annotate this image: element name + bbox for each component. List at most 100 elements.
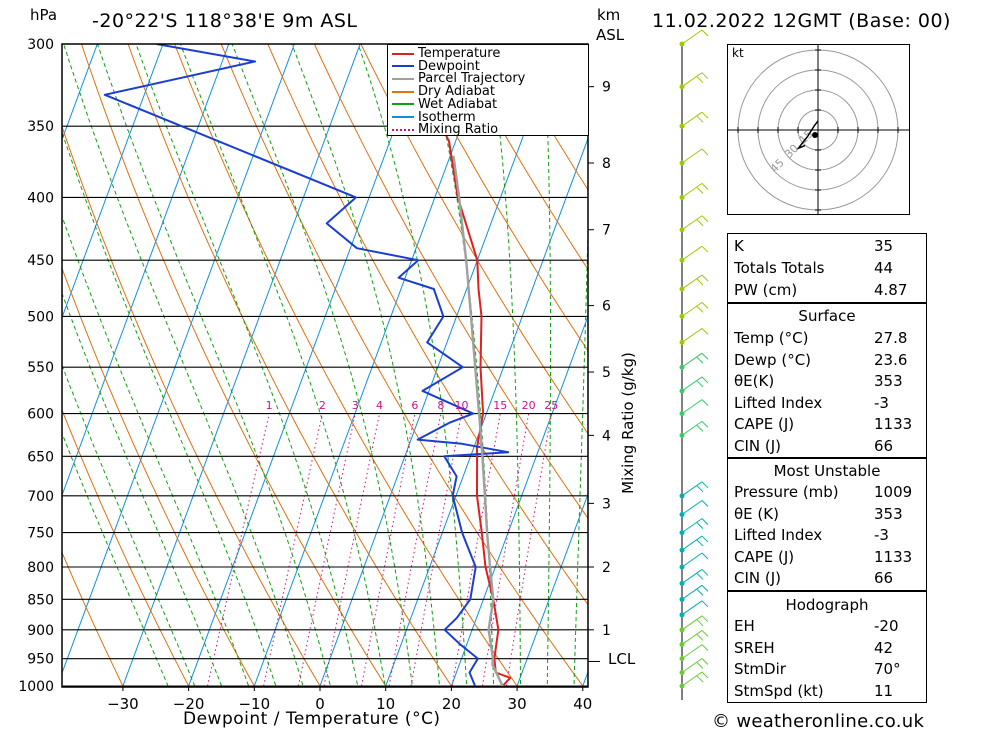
- pressure-tick-label: 800: [27, 560, 54, 576]
- wet-adiabat-line: [62, 432, 169, 687]
- isotherm-line: [516, 492, 588, 687]
- legend-swatch: [392, 65, 414, 68]
- wind-barb: [679, 518, 709, 536]
- wet-adiabat-line: [135, 44, 359, 687]
- mixing-ratio-line: [207, 413, 270, 687]
- wind-barb: [679, 301, 709, 319]
- pressure-tick-label: 900: [27, 623, 54, 639]
- mixing-ratio-line: [481, 413, 530, 687]
- wind-barb: [679, 399, 709, 417]
- row-label: K: [734, 237, 744, 255]
- km-tick-label: 8: [602, 156, 611, 172]
- mixing-ratio-label: 20: [522, 399, 536, 412]
- mixing-ratio-label: 15: [493, 399, 507, 412]
- series-dewpoint: [103, 44, 510, 687]
- table-row: CIN (J) 66: [734, 437, 926, 458]
- legend-label: Temperature: [418, 46, 501, 61]
- table-row: θE (K) 353: [734, 505, 926, 526]
- units-hpa: hPa: [30, 6, 58, 24]
- mixing-ratio-label: 25: [544, 399, 558, 412]
- wind-barb: [679, 420, 709, 438]
- hodograph-ring-label: 45: [768, 156, 787, 175]
- mixing-ratio-label: 8: [437, 399, 444, 412]
- units-asl: ASL: [596, 26, 625, 44]
- wind-barb: [679, 274, 709, 292]
- row-value: 66: [874, 436, 894, 455]
- table-row: Dewp (°C) 23.6: [734, 351, 926, 372]
- row-label: Lifted Index: [734, 526, 823, 544]
- row-label: StmDir: [734, 660, 786, 678]
- legend-swatch: [392, 52, 414, 55]
- mixing-ratio-label: 6: [411, 399, 418, 412]
- dry-adiabat-line: [360, 44, 588, 435]
- row-label: CAPE (J): [734, 415, 795, 433]
- wind-barb: [679, 500, 709, 518]
- row-label: Temp (°C): [734, 329, 809, 347]
- row-label: PW (cm): [734, 281, 798, 299]
- legend-item: Dewpoint: [392, 60, 480, 73]
- km-tick-label: 1: [602, 623, 611, 639]
- series-temperature: [411, 44, 512, 687]
- temp-tick-label: 0: [315, 695, 325, 713]
- isotherm-line: [62, 44, 164, 319]
- mixing-ratio-line: [297, 413, 356, 687]
- row-label: StmSpd (kt): [734, 681, 824, 700]
- table-row: CIN (J) 66: [734, 569, 926, 590]
- row-value: 11: [874, 681, 894, 700]
- wind-barb: [679, 630, 709, 647]
- mixing-ratio-label: 4: [376, 399, 383, 412]
- km-tick-label: 9: [602, 80, 611, 96]
- km-tick-label: 5: [602, 365, 611, 381]
- isotherm-line: [62, 44, 98, 142]
- footer-credit[interactable]: © weatheronline.co.uk: [712, 711, 925, 732]
- hodograph-unit: kt: [732, 46, 744, 60]
- mixing-ratio-line: [505, 413, 552, 687]
- legend-swatch: [392, 77, 414, 80]
- wind-barb: [679, 215, 709, 233]
- wind-barb: [679, 245, 709, 263]
- x-axis-label: Dewpoint / Temperature (°C): [183, 709, 441, 729]
- mixing-ratio-line: [410, 413, 462, 687]
- hodograph-table-title: Hodograph: [785, 596, 869, 614]
- pressure-tick-label: 1000: [18, 679, 54, 695]
- mixing-ratio-line: [263, 413, 323, 687]
- row-label: CAPE (J): [734, 547, 795, 566]
- wind-barb: [679, 615, 709, 633]
- wind-barb: [679, 600, 709, 618]
- row-label: CIN (J): [734, 436, 782, 455]
- km-tick-label: 6: [602, 299, 611, 315]
- wind-barb: [679, 29, 709, 47]
- mixing-ratio-label: 1: [266, 399, 273, 412]
- legend: Temperature Dewpoint Parcel Trajectory Dry …: [387, 44, 589, 136]
- temp-tick-label: −10: [238, 695, 270, 713]
- mixing-ratio-label: 10: [455, 399, 469, 412]
- row-value: -3: [874, 393, 889, 412]
- legend-item: Mixing Ratio: [392, 123, 498, 136]
- table-row: K 35: [734, 237, 926, 258]
- mixing-ratio-label: 2: [319, 399, 326, 412]
- wind-barb: [679, 327, 709, 345]
- hodograph-table: Hodograph EH -20 SREH 42 StmDir 70° StmSpd (kt…: [727, 591, 927, 703]
- legend-swatch: [392, 116, 414, 118]
- wind-barb: [679, 72, 709, 90]
- hodograph-ring-label: 30: [782, 142, 801, 161]
- wet-adiabat-line: [179, 44, 386, 687]
- legend-label: Dry Adiabat: [418, 84, 495, 100]
- pressure-tick-label: 650: [27, 449, 54, 465]
- series-parcel-trajectory: [452, 155, 504, 687]
- wind-barb: [679, 658, 709, 675]
- dry-adiabat-line: [500, 44, 588, 191]
- legend-item: Dry Adiabat: [392, 85, 495, 98]
- table-row: Totals Totals 44: [734, 259, 926, 280]
- isotherm-line: [0, 0, 2, 712]
- wind-barb: [679, 481, 709, 499]
- row-value: 1009: [874, 483, 913, 501]
- legend-label: Isotherm: [418, 109, 476, 125]
- row-label: CIN (J): [734, 569, 782, 587]
- table-row: CAPE (J) 1133: [734, 548, 926, 569]
- table-row: SREH 42: [734, 639, 926, 660]
- row-value: 353: [874, 504, 903, 523]
- table-row: CAPE (J) 1133: [734, 415, 926, 436]
- temp-tick-label: −20: [173, 695, 205, 713]
- row-value: 4.87: [874, 281, 908, 299]
